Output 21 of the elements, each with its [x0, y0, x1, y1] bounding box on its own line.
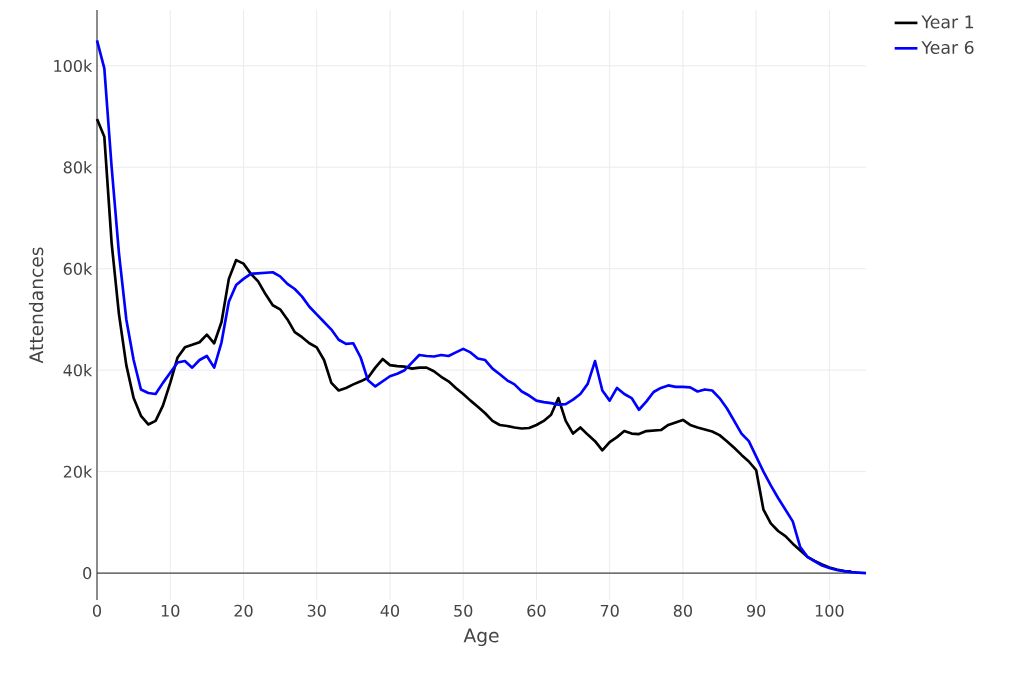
- x-axis-title: Age: [463, 628, 499, 647]
- x-tick-label: 90: [746, 604, 766, 617]
- x-tick-label: 80: [673, 604, 693, 617]
- y-tick-label: 20k: [63, 465, 93, 478]
- y-tick-label: 100k: [54, 59, 93, 72]
- x-tick-label: 40: [380, 604, 400, 617]
- y-tick-label: 40k: [63, 363, 93, 377]
- x-tick-label: 60: [527, 604, 546, 617]
- y-tick-label: 0: [83, 567, 92, 580]
- x-tick-label: 20: [234, 604, 253, 617]
- y-axis-title: Attendances: [28, 247, 44, 364]
- x-tick-label: 0: [92, 604, 102, 617]
- x-tick-label: 50: [454, 604, 473, 617]
- x-tick-label: 70: [600, 604, 619, 617]
- y-tick-label: 80k: [63, 161, 93, 174]
- x-tick-label: 100: [815, 604, 844, 617]
- x-tick-label: 30: [307, 604, 326, 617]
- legend-label: Year 1: [921, 15, 974, 29]
- y-tick-label: 60k: [63, 262, 93, 275]
- legend-label: Year 6: [921, 40, 974, 55]
- x-tick-label: 10: [161, 604, 180, 617]
